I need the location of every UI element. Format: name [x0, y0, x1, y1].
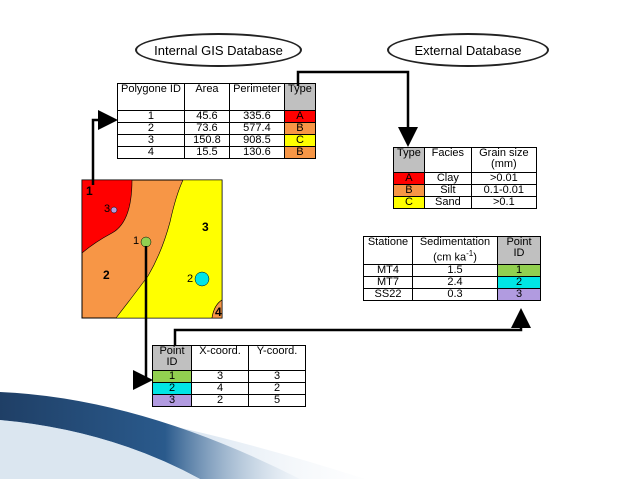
- facies-table: Type Facies Grain size (mm) A Clay >0.01…: [393, 147, 537, 209]
- point-3-marker: [110, 206, 118, 214]
- table-row: B Silt 0.1-0.01: [393, 184, 537, 197]
- map-point-label-3: 3: [104, 203, 111, 215]
- map-point-label-1: 1: [133, 235, 140, 247]
- facies-header: Facies: [423, 147, 472, 173]
- external-database-label: External Database: [387, 33, 549, 67]
- internal-gis-database-label: Internal GIS Database: [135, 33, 302, 67]
- sedimentation-table: Stationе Sedimentation (cm ka-1) Point I…: [363, 236, 541, 301]
- polygon-id-header: Polygone ID: [117, 83, 185, 111]
- table-row: MT4 1.5 1: [363, 263, 541, 277]
- table-row: 2 4 2: [152, 382, 306, 395]
- point-1-marker: [140, 236, 152, 248]
- station-header: Stationе: [363, 236, 413, 265]
- polygon-attribute-table: Polygone ID Area Perimeter Type 1 45.6 3…: [117, 83, 316, 159]
- map-polygon-label-3: 3: [202, 220, 209, 234]
- table-row: 4 15.5 130.6 B: [117, 146, 316, 159]
- perimeter-header: Perimeter: [228, 83, 285, 111]
- y-coord-header: Y-coord.: [248, 345, 306, 371]
- point-coordinate-table: Point ID X-coord. Y-coord. 1 3 3 2 4 2 3…: [152, 345, 306, 407]
- table-row: 1 45.6 335.6 A: [117, 110, 316, 123]
- table-row: A Clay >0.01: [393, 172, 537, 185]
- type-header: Type: [283, 83, 316, 111]
- area-header: Area: [183, 83, 230, 111]
- map-polygon-label-2: 2: [103, 268, 110, 282]
- map-point-label-2: 2: [187, 273, 194, 285]
- table-row: SS22 0.3 3: [363, 287, 541, 301]
- x-coord-header: X-coord.: [191, 345, 249, 371]
- table-row: 1 3 3: [152, 370, 306, 383]
- table-row: 2 73.6 577.4 B: [117, 122, 316, 135]
- point-id-header: Point ID: [152, 345, 192, 371]
- map-polygon-label-1: 1: [86, 184, 93, 198]
- table-row: 3 2 5: [152, 394, 306, 407]
- grain-size-header: Grain size (mm): [470, 147, 537, 173]
- facies-type-header: Type: [393, 147, 425, 173]
- table-row: MT7 2.4 2: [363, 275, 541, 289]
- sedimentation-header: Sedimentation (cm ka-1): [412, 236, 498, 265]
- map-polygon-label-4: 4: [215, 305, 222, 319]
- table-row: 3 150.8 908.5 C: [117, 134, 316, 147]
- point-2-marker: [194, 271, 210, 287]
- table-row: C Sand >0.1: [393, 196, 537, 209]
- sed-point-id-header: Point ID: [497, 236, 541, 265]
